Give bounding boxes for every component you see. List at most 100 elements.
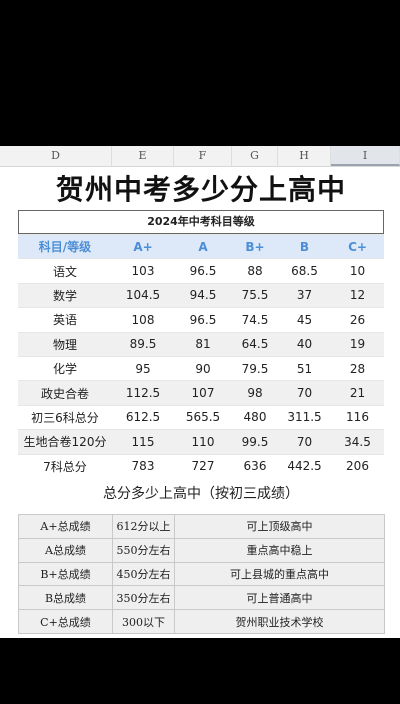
column-header-i[interactable]: I	[331, 146, 400, 166]
header-cell[interactable]: A	[174, 233, 232, 259]
value-cell[interactable]: 70	[278, 429, 331, 455]
score-cell[interactable]: 612分以上	[112, 514, 175, 539]
subject-cell[interactable]: 7科总分	[18, 453, 112, 478]
value-cell[interactable]: 21	[331, 380, 384, 406]
spreadsheet: D E F G H I 贺州中考多少分上高中 2024年中考科目等级 科目/等级…	[0, 146, 400, 638]
subject-cell[interactable]: 语文	[18, 258, 112, 284]
grade-cell[interactable]: B+总成绩	[18, 561, 113, 587]
value-cell[interactable]: 442.5	[278, 453, 331, 478]
value-cell[interactable]: 64.5	[232, 331, 278, 357]
value-cell[interactable]: 612.5	[112, 404, 174, 430]
table-row: 语文 103 96.5 88 68.5 10	[18, 258, 384, 284]
subject-cell[interactable]: 物理	[18, 331, 112, 357]
table-row: C+总成绩 300以下 贺州职业技术学校	[18, 609, 385, 634]
value-cell[interactable]: 115	[112, 429, 174, 455]
score-cell[interactable]: 550分左右	[112, 537, 175, 563]
value-cell[interactable]: 94.5	[174, 282, 232, 308]
column-header-e[interactable]: E	[112, 146, 174, 166]
score-cell[interactable]: 350分左右	[112, 585, 175, 611]
value-cell[interactable]: 480	[232, 404, 278, 430]
header-cell[interactable]: B	[278, 233, 331, 259]
value-cell[interactable]: 116	[331, 404, 384, 430]
value-cell[interactable]: 26	[331, 307, 384, 333]
value-cell[interactable]: 70	[278, 380, 331, 406]
column-header-d[interactable]: D	[0, 146, 112, 166]
header-cell[interactable]: C+	[331, 233, 384, 259]
header-cell[interactable]: A+	[112, 233, 174, 259]
table-row: B总成绩 350分左右 可上普通高中	[18, 585, 385, 611]
value-cell[interactable]: 98	[232, 380, 278, 406]
subject-cell[interactable]: 数学	[18, 282, 112, 308]
value-cell[interactable]: 112.5	[112, 380, 174, 406]
value-cell[interactable]: 12	[331, 282, 384, 308]
grade-cell[interactable]: A总成绩	[18, 537, 113, 563]
grade-cell[interactable]: A+总成绩	[18, 514, 113, 539]
value-cell[interactable]: 95	[112, 355, 174, 381]
value-cell[interactable]: 99.5	[232, 429, 278, 455]
value-cell[interactable]: 783	[112, 453, 174, 478]
table-row: B+总成绩 450分左右 可上县城的重点高中	[18, 561, 385, 587]
table-row: A总成绩 550分左右 重点高中稳上	[18, 537, 385, 563]
section-title[interactable]: 总分多少上高中（按初三成绩）	[103, 486, 299, 502]
header-cell[interactable]: 科目/等级	[18, 233, 112, 259]
sheet-title[interactable]: 贺州中考多少分上高中	[55, 173, 346, 206]
value-cell[interactable]: 37	[278, 282, 331, 308]
value-cell[interactable]: 51	[278, 355, 331, 381]
score-cell[interactable]: 450分左右	[112, 561, 175, 587]
value-cell[interactable]: 96.5	[174, 258, 232, 284]
value-cell[interactable]: 68.5	[278, 258, 331, 284]
value-cell[interactable]: 34.5	[331, 429, 384, 455]
table-row: 生地合卷120分 115 110 99.5 70 34.5	[18, 429, 384, 455]
outcome-cell[interactable]: 可上顶级高中	[174, 514, 385, 539]
grade-cell[interactable]: B总成绩	[18, 585, 113, 611]
subject-cell[interactable]: 政史合卷	[18, 380, 112, 406]
value-cell[interactable]: 81	[174, 331, 232, 357]
score-cell[interactable]: 300以下	[112, 609, 175, 634]
value-cell[interactable]: 104.5	[112, 282, 174, 308]
subject-cell[interactable]: 初三6科总分	[18, 404, 112, 430]
value-cell[interactable]: 103	[112, 258, 174, 284]
outcome-cell[interactable]: 可上普通高中	[174, 585, 385, 611]
rank-table: A+总成绩 612分以上 可上顶级高中 A总成绩 550分左右 重点高中稳上 B…	[18, 514, 385, 634]
table-row: 政史合卷 112.5 107 98 70 21	[18, 380, 384, 406]
table-row: 7科总分 783 727 636 442.5 206	[18, 453, 384, 478]
value-cell[interactable]: 90	[174, 355, 232, 381]
subject-cell[interactable]: 生地合卷120分	[18, 429, 112, 455]
value-cell[interactable]: 636	[232, 453, 278, 478]
value-cell[interactable]: 45	[278, 307, 331, 333]
value-cell[interactable]: 107	[174, 380, 232, 406]
value-cell[interactable]: 96.5	[174, 307, 232, 333]
column-header-g[interactable]: G	[232, 146, 278, 166]
value-cell[interactable]: 89.5	[112, 331, 174, 357]
value-cell[interactable]: 74.5	[232, 307, 278, 333]
grade-table-caption[interactable]: 2024年中考科目等级	[18, 210, 384, 234]
value-cell[interactable]: 40	[278, 331, 331, 357]
header-cell[interactable]: B+	[232, 233, 278, 259]
table-row: A+总成绩 612分以上 可上顶级高中	[18, 514, 385, 539]
grade-table-header-row: 科目/等级 A+ A B+ B C+	[18, 233, 384, 259]
value-cell[interactable]: 19	[331, 331, 384, 357]
column-header-bar: D E F G H I	[0, 146, 400, 167]
table-row: 数学 104.5 94.5 75.5 37 12	[18, 282, 384, 308]
column-header-h[interactable]: H	[278, 146, 331, 166]
value-cell[interactable]: 79.5	[232, 355, 278, 381]
table-row: 英语 108 96.5 74.5 45 26	[18, 307, 384, 333]
value-cell[interactable]: 565.5	[174, 404, 232, 430]
value-cell[interactable]: 206	[331, 453, 384, 478]
value-cell[interactable]: 110	[174, 429, 232, 455]
value-cell[interactable]: 108	[112, 307, 174, 333]
value-cell[interactable]: 10	[331, 258, 384, 284]
value-cell[interactable]: 727	[174, 453, 232, 478]
column-header-f[interactable]: F	[174, 146, 232, 166]
grade-cell[interactable]: C+总成绩	[18, 609, 113, 634]
subject-cell[interactable]: 化学	[18, 355, 112, 381]
value-cell[interactable]: 28	[331, 355, 384, 381]
subject-cell[interactable]: 英语	[18, 307, 112, 333]
outcome-cell[interactable]: 重点高中稳上	[174, 537, 385, 563]
value-cell[interactable]: 75.5	[232, 282, 278, 308]
outcome-cell[interactable]: 贺州职业技术学校	[174, 609, 385, 634]
value-cell[interactable]: 88	[232, 258, 278, 284]
table-row: 物理 89.5 81 64.5 40 19	[18, 331, 384, 357]
outcome-cell[interactable]: 可上县城的重点高中	[174, 561, 385, 587]
value-cell[interactable]: 311.5	[278, 404, 331, 430]
